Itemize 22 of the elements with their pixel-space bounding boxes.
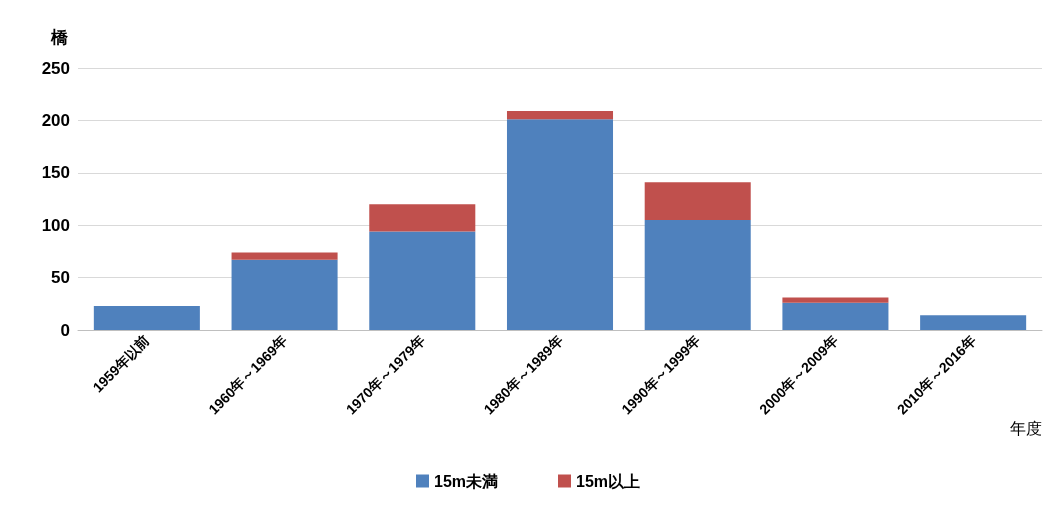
legend-label: 15m未満: [433, 472, 499, 490]
bar: [93, 305, 200, 330]
bar: [782, 297, 889, 303]
y-tick-label: 50: [51, 268, 70, 288]
y-tick-label: 0: [60, 320, 70, 340]
x-axis-title: 年度: [1010, 419, 1042, 437]
bar: [644, 182, 751, 220]
bar: [782, 302, 889, 330]
bar: [506, 110, 614, 120]
y-tick-label: 100: [41, 215, 70, 235]
y-tick-label: 200: [41, 110, 70, 130]
y-tick-label: 150: [41, 163, 70, 183]
bar: [920, 315, 1027, 330]
bar: [369, 231, 476, 330]
y-axis-title: 橋: [50, 28, 69, 47]
bar: [231, 259, 338, 330]
bar: [506, 119, 614, 330]
bar: [231, 252, 338, 260]
y-tick-label: 250: [41, 58, 70, 78]
bar: [369, 204, 476, 232]
bar: [644, 219, 751, 330]
legend-label: 15m以上: [576, 472, 641, 490]
